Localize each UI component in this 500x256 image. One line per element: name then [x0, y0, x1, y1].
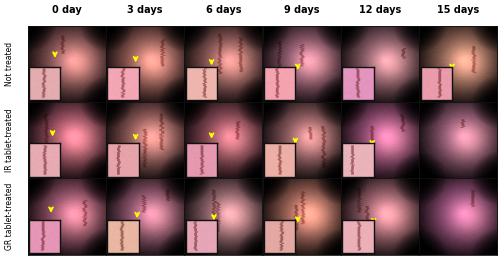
Text: 3 days: 3 days	[127, 5, 163, 15]
Text: GR tablet-treated: GR tablet-treated	[5, 183, 14, 250]
Text: 9 days: 9 days	[284, 5, 320, 15]
Text: 12 days: 12 days	[359, 5, 401, 15]
Text: Not treated: Not treated	[5, 42, 14, 86]
Text: 0 day: 0 day	[52, 5, 82, 15]
Text: IR tablet-treated: IR tablet-treated	[5, 108, 14, 172]
Text: 6 days: 6 days	[206, 5, 241, 15]
Text: 15 days: 15 days	[437, 5, 480, 15]
